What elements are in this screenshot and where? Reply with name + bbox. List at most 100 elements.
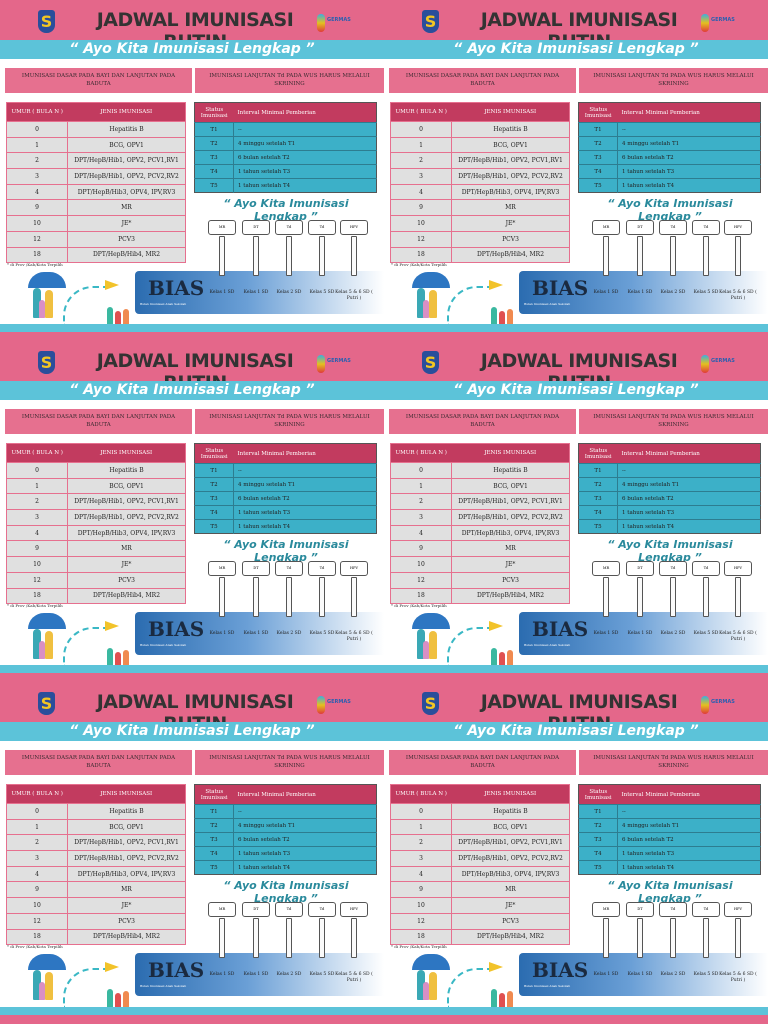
age-cell: 3 (390, 168, 452, 185)
age-cell: 3 (6, 509, 68, 526)
status-cell: T4 (578, 505, 618, 520)
vaccine-label: Td (275, 902, 303, 917)
table-row: T4 1 tahun setelah T3 (194, 505, 377, 520)
vaccine-syringe: Td Kelas 5 SD (692, 902, 720, 977)
bias-title: BIAS (148, 276, 205, 300)
grade-label: Kelas 2 SD (276, 972, 302, 977)
bias-title: BIAS (148, 958, 205, 982)
age-cell: 10 (390, 897, 452, 914)
vaccine-syringe: HPV Kelas 5 & 6 SD ( Putri ) (719, 902, 757, 983)
table-row: 2 DPT/HepB/Hib1, OPV2, PCV1,RV1 (390, 834, 570, 852)
vaccine-cell: DPT/HepB/Hib1, OPV2, PCV1,RV1 (451, 834, 570, 852)
status-cell: T3 (194, 832, 234, 847)
age-cell: 1 (6, 477, 68, 495)
vaccine-cell: JE* (67, 897, 186, 914)
vaccine-syringe: DT Kelas 1 SD (242, 220, 270, 295)
vaccine-cell: DPT/HepB/Hib1, OPV2, PCV2,RV2 (67, 168, 186, 185)
col-header: UMUR ( BULA N ) (6, 784, 68, 804)
vaccine-cell: JE* (67, 215, 186, 232)
table-row: T2 4 minggu setelah T1 (194, 818, 377, 833)
footer-cyan-strip (384, 1007, 768, 1015)
age-cell: 3 (390, 850, 452, 867)
paper-plane-icon (105, 962, 119, 972)
grade-label: Kelas 1 SD (209, 290, 235, 295)
table-row: T2 4 minggu setelah T1 (578, 477, 761, 492)
vaccine-syringe: MR Kelas 1 SD (208, 220, 236, 295)
syringe-icon (637, 236, 643, 276)
grade-label: Kelas 2 SD (276, 631, 302, 636)
table-row: 3 DPT/HepB/Hib1, OPV2, PCV2,RV2 (390, 850, 570, 867)
syringe-icon (735, 918, 741, 958)
table-row: T1 -- (194, 463, 377, 478)
table-row: 4 DPT/HepB/Hib3, OPV4, IPV,RV3 (6, 183, 186, 201)
vaccine-cell: DPT/HepB/Hib4, MR2 (67, 928, 186, 946)
syringe-icon (637, 918, 643, 958)
age-cell: 4 (390, 183, 452, 201)
interval-cell: 6 bulan setelah T2 (617, 832, 761, 847)
grade-label: Kelas 5 SD (309, 631, 335, 636)
table-row: T5 1 tahun setelah T4 (194, 178, 377, 193)
table-row: 18 DPT/HepB/Hib4, MR2 (6, 246, 186, 264)
col-header: UMUR ( BULA N ) (390, 784, 452, 804)
tagline-secondary: “ Ayo Kita Imunisasi Lengkap ” (607, 879, 733, 905)
vaccine-label: HPV (340, 220, 368, 235)
td-immunization-table: Status Imunisasi Interval Minimal Pemberi… (578, 784, 761, 875)
grade-label: Kelas 1 SD (243, 631, 269, 636)
table-row: 9 MR (390, 881, 570, 899)
interval-cell: 4 minggu setelah T1 (233, 136, 377, 151)
vaccine-label: Td (308, 561, 336, 576)
table-row: 0 Hepatitis B (390, 462, 570, 479)
poster-panel: S JADWAL IMUNISASI RUTIN GERMAS “ Ayo Ki… (0, 0, 384, 341)
grade-label: Kelas 2 SD (660, 972, 686, 977)
col-header: UMUR ( BULA N ) (6, 102, 68, 122)
bias-title: BIAS (532, 276, 589, 300)
table-row: 3 DPT/HepB/Hib1, OPV2, PCV2,RV2 (390, 509, 570, 526)
vaccine-syringe: Td Kelas 5 SD (308, 220, 336, 295)
table-row: 12 PCV3 (6, 571, 186, 589)
status-cell: T1 (194, 804, 234, 819)
footer-pink-strip (0, 1015, 384, 1024)
age-cell: 18 (390, 246, 452, 264)
vaccine-cell: BCG, OPV1 (451, 136, 570, 154)
grade-label: Kelas 1 SD (209, 631, 235, 636)
status-cell: T2 (578, 477, 618, 492)
col-header: Status Imunisasi (578, 443, 618, 464)
poster-panel: S JADWAL IMUNISASI RUTIN GERMAS “ Ayo Ki… (384, 341, 768, 682)
vaccine-cell: MR (451, 540, 570, 558)
vaccine-syringe: Td Kelas 5 SD (308, 561, 336, 636)
grade-label: Kelas 5 & 6 SD ( Putri ) (719, 290, 757, 301)
table-row: T3 6 bulan setelah T2 (194, 832, 377, 847)
basic-immunization-table: UMUR ( BULA N ) JENIS IMUNISASI 0 Hepatiti… (6, 102, 186, 264)
header-band: S JADWAL IMUNISASI RUTIN GERMAS (384, 0, 768, 53)
vaccine-cell: DPT/HepB/Hib4, MR2 (451, 587, 570, 605)
vaccine-syringe: Td Kelas 5 SD (692, 220, 720, 295)
table-row: 1 BCG, OPV1 (390, 477, 570, 495)
bias-subtitle: Bulan Imunisasi Anak Sekolah (140, 643, 187, 647)
footnote: * di Prov /Kab/Kota Terpilih (391, 944, 447, 949)
grade-label: Kelas 5 & 6 SD ( Putri ) (335, 290, 373, 301)
grade-label: Kelas 5 SD (693, 290, 719, 295)
status-cell: T5 (194, 519, 234, 534)
vaccine-syringe: DT Kelas 1 SD (242, 561, 270, 636)
vaccine-syringe: DT Kelas 1 SD (626, 220, 654, 295)
vaccine-label: DT (242, 220, 270, 235)
age-cell: 18 (6, 246, 68, 264)
table-row: 4 DPT/HepB/Hib3, OPV4, IPV,RV3 (390, 183, 570, 201)
status-cell: T3 (194, 150, 234, 165)
table-row: T3 6 bulan setelah T2 (578, 832, 761, 847)
interval-cell: -- (233, 804, 377, 819)
vaccine-label: DT (626, 902, 654, 917)
col-header: UMUR ( BULA N ) (6, 443, 68, 463)
tagline: “ Ayo Kita Imunisasi Lengkap ” (384, 40, 768, 59)
vaccine-cell: BCG, OPV1 (67, 818, 186, 836)
basic-immunization-table: UMUR ( BULA N ) JENIS IMUNISASI 0 Hepatiti… (6, 443, 186, 605)
table-row: 4 DPT/HepB/Hib3, OPV4, IPV,RV3 (6, 865, 186, 883)
tagline: “ Ayo Kita Imunisasi Lengkap ” (384, 381, 768, 400)
interval-cell: 1 tahun setelah T3 (233, 164, 377, 179)
table-row: 3 DPT/HepB/Hib1, OPV2, PCV2,RV2 (6, 168, 186, 185)
vaccine-cell: BCG, OPV1 (451, 818, 570, 836)
vaccine-cell: DPT/HepB/Hib3, OPV4, IPV,RV3 (451, 865, 570, 883)
tagline-secondary: “ Ayo Kita Imunisasi Lengkap ” (607, 197, 733, 223)
grade-label: Kelas 1 SD (593, 972, 619, 977)
vaccine-cell: DPT/HepB/Hib3, OPV4, IPV,RV3 (451, 524, 570, 542)
